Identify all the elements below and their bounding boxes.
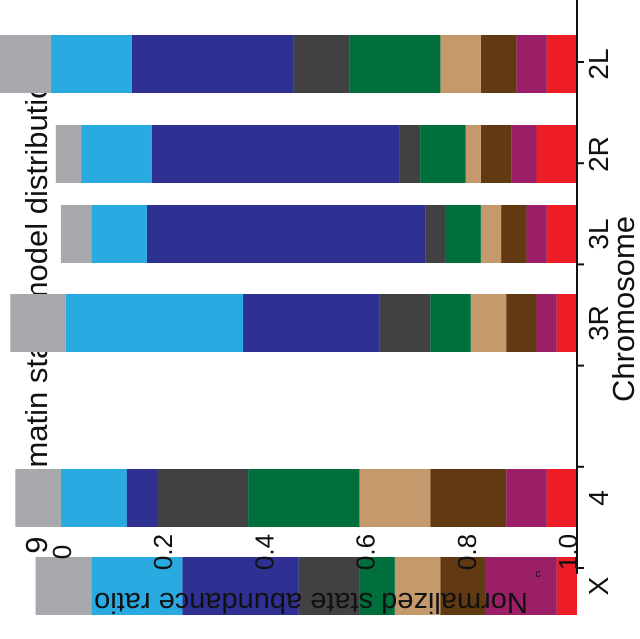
- bar-segment-X-state-2: [485, 557, 557, 615]
- bar-segment-2L-state-9: [0, 35, 51, 93]
- bar-segment-2L-state-3: [480, 35, 517, 93]
- bar-segment-X-state-9: [35, 557, 92, 615]
- bar-segment-2L-state-1: [546, 35, 578, 93]
- bar-segment-4-state-8: [60, 469, 127, 527]
- bar-segment-3R-state-9: [10, 294, 66, 352]
- bar-segment-4-state-3: [430, 469, 507, 527]
- bar-segment-2L-state-7: [131, 35, 294, 93]
- category-tick-label: 3R: [583, 305, 614, 341]
- bar-segment-3L-state-9: [60, 205, 92, 263]
- bar-segment-4-state-4: [359, 469, 431, 527]
- bar-segment-3L-state-6: [425, 205, 446, 263]
- bar-segment-4-state-9: [15, 469, 61, 527]
- bar-segment-3L-state-1: [546, 205, 578, 263]
- bar-segment-2R-state-9: [55, 125, 82, 183]
- bar-segment-3L-state-4: [480, 205, 502, 263]
- bar-segment-2R-state-2: [511, 125, 537, 183]
- bar-segment-3R-state-8: [65, 294, 244, 352]
- bar-segment-3R-state-7: [243, 294, 380, 352]
- bar-segment-2R-state-6: [399, 125, 421, 183]
- bar-segment-2L-state-2: [516, 35, 547, 93]
- bar-segment-X-state-7: [182, 557, 299, 615]
- bar-segment-4-state-1: [546, 469, 578, 527]
- x-axis-label: Chromosome: [606, 216, 640, 402]
- bar-segment-X-state-5: [359, 557, 395, 615]
- bar-segment-3L-state-7: [146, 205, 426, 263]
- bar-segment-2R-state-4: [465, 125, 481, 183]
- bar-segment-3L-state-8: [91, 205, 147, 263]
- bar-segment-2R-state-8: [81, 125, 152, 183]
- bar-segment-2L-state-5: [349, 35, 441, 93]
- category-tick-label: 3L: [583, 218, 614, 249]
- bar-segment-4-state-2: [506, 469, 547, 527]
- bar-segment-4-state-6: [157, 469, 249, 527]
- bar-segment-2R-state-7: [151, 125, 400, 183]
- bar-segment-X-state-1: [556, 557, 578, 615]
- bar-segment-3L-state-5: [445, 205, 481, 263]
- category-tick-labels: 2L 2R 3L 3R 4 X: [583, 48, 614, 595]
- bar-segment-2L-state-6: [293, 35, 350, 93]
- bar-segment-X-state-6: [298, 557, 360, 615]
- bar-segment-3R-state-1: [556, 294, 578, 352]
- bar-segment-3L-state-3: [501, 205, 527, 263]
- value-tick-label: 1.0: [553, 534, 583, 570]
- category-tick-label: 2L: [583, 48, 614, 79]
- bar-segment-2L-state-4: [440, 35, 481, 93]
- bar-segment-3R-state-6: [379, 294, 431, 352]
- bar-segment-X-state-3: [440, 557, 486, 615]
- bar-segment-X-state-4: [394, 557, 441, 615]
- rotated-plot: 9 chromatin state model distribution 2L2…: [0, 0, 640, 615]
- value-tick-label: 0.6: [351, 534, 381, 570]
- bar-segment-3L-state-2: [526, 205, 547, 263]
- value-tick-label: 0.8: [452, 534, 482, 570]
- bar-group: [0, 35, 578, 615]
- value-tick-label: 0.2: [148, 534, 178, 570]
- bar-segment-3R-state-4: [470, 294, 507, 352]
- bar-segment-3R-state-2: [536, 294, 557, 352]
- bar-segment-3R-state-5: [430, 294, 471, 352]
- category-tick-label: 2R: [583, 136, 614, 172]
- value-axis: [576, 0, 584, 574]
- bar-segment-3R-state-3: [506, 294, 537, 352]
- bar-segment-4-state-7: [126, 469, 158, 527]
- stray-mark: c: [535, 568, 541, 580]
- bar-segment-X-state-8: [91, 557, 183, 615]
- bar-segment-2R-state-1: [536, 125, 578, 183]
- category-tick-label: 4: [583, 490, 614, 506]
- bar-segment-2L-state-8: [50, 35, 132, 93]
- value-tick-label: 0.4: [249, 534, 279, 570]
- y-axis-label: Normalized state abundance ratio: [94, 586, 528, 618]
- value-tick-labels: 0 0.2 0.4 0.6 0.8 1.0: [47, 534, 583, 570]
- bar-segment-4-state-5: [248, 469, 360, 527]
- value-tick-label: 0: [47, 545, 77, 559]
- bar-segment-2R-state-5: [420, 125, 466, 183]
- bar-segment-2R-state-3: [480, 125, 512, 183]
- category-tick-label: X: [583, 576, 614, 595]
